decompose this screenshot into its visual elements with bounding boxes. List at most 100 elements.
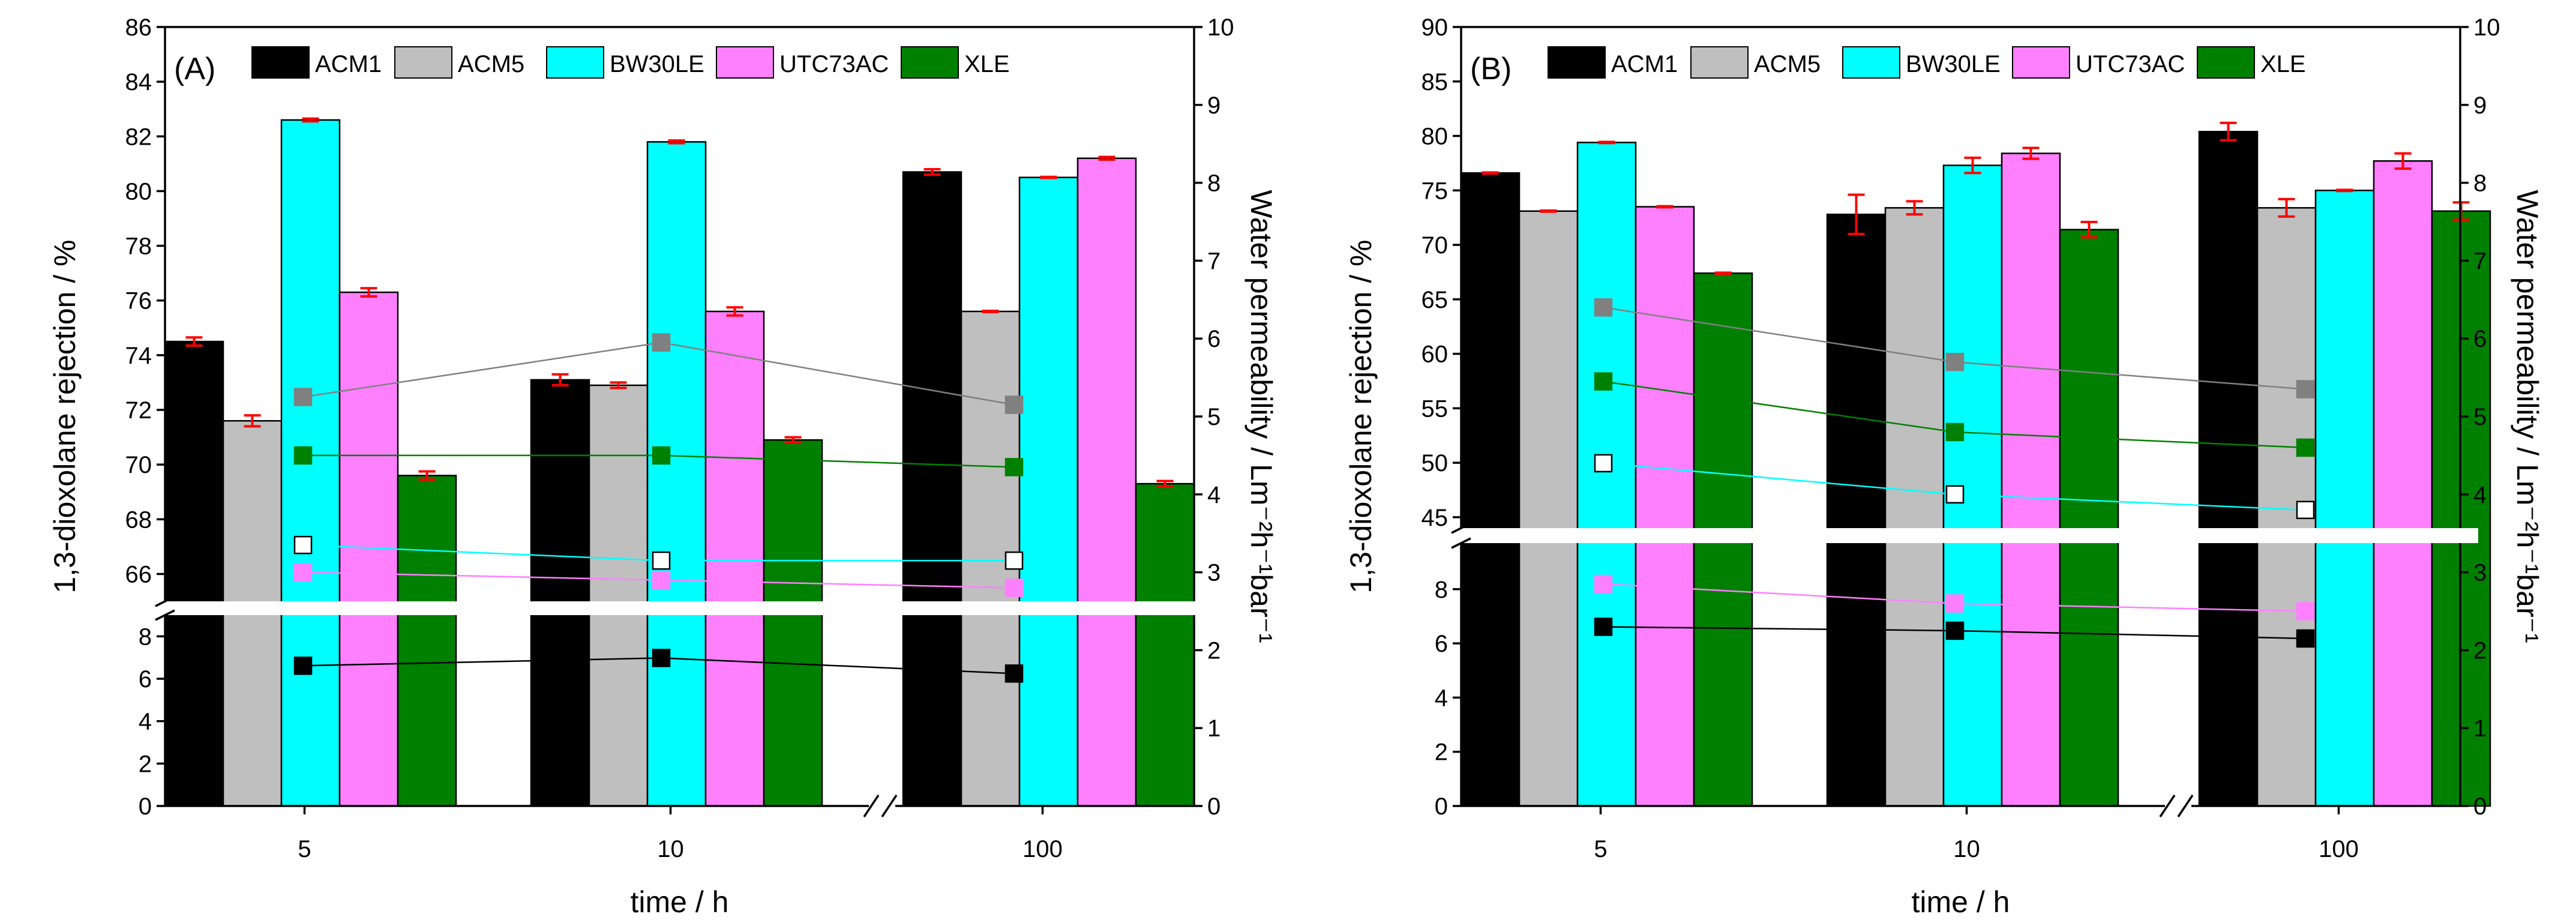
bar-utc73ac-5 [1635,206,1695,807]
legend-item-utc73ac: UTC73AC [716,46,889,79]
bar-xle-10 [763,439,823,807]
y2-tick-label: 8 [2473,170,2487,197]
bar-acm1-5 [1460,172,1521,807]
y-tick-label: 66 [125,561,152,588]
error-bar [244,414,261,428]
legend-item-xle: XLE [2197,46,2306,79]
error-bar [302,117,319,123]
y-tick-label: 90 [1422,14,1449,41]
x-tick-label: 100 [2319,836,2359,862]
error-bar [1964,156,1981,175]
y-tick-label: 68 [125,507,152,533]
x-tick-label: 100 [1022,836,1063,862]
permeability-point-xle-100 [2296,438,2315,457]
legend-swatch [1690,46,1749,79]
y-tick-label: 78 [125,233,152,260]
y2-tick-label: 0 [2473,793,2487,820]
y-tick-label: 65 [1422,287,1449,313]
legend-item-utc73ac: UTC73AC [2012,46,2185,79]
y2-tick-label: 5 [2473,404,2487,430]
bar-utc73ac-10 [2001,152,2061,807]
bar-xle-10 [2059,229,2119,807]
legend-item-acm1: ACM1 [251,46,382,79]
error-bar [1598,140,1615,145]
error-bar [1156,480,1174,488]
legend-item-acm5: ACM5 [1690,46,1821,79]
y2-tick-label: 1 [1207,715,1220,742]
y-tick-label: 0 [1435,793,1448,820]
y-tick-label: 76 [125,288,152,314]
bar-acm5-10 [1884,207,1945,807]
y2-tick-label: 9 [2473,92,2487,119]
legend-swatch [2012,46,2070,79]
legend-item-bw30le: BW30LE [546,46,704,79]
legend: ACM1 ACM5 BW30LE UTC73AC XLE [251,46,1010,79]
y-tick-label: 85 [1422,69,1449,95]
bar-acm1-100 [2198,131,2259,807]
legend-label: ACM1 [1611,51,1678,77]
legend-label: BW30LE [1906,51,2001,77]
plot-frame [164,26,1195,807]
error-bar [2080,220,2098,239]
error-bar [610,381,627,389]
legend-item-xle: XLE [901,46,1010,79]
y-tick-label: 74 [125,343,152,369]
y2-tick-label: 9 [1207,92,1220,119]
bar-acm1-100 [902,171,962,807]
x-tick-label: 5 [298,836,311,862]
permeability-point-bw30le-100 [2296,501,2315,520]
y2-tick-label: 1 [2473,715,2487,742]
y-axis-title: 1,3-dioxolane rejection / % [48,239,82,593]
bar-utc73ac-100 [2373,160,2433,807]
permeability-point-bw30le-10 [1945,485,1965,504]
permeability-point-bw30le-100 [1004,551,1024,570]
permeability-point-utc73ac-100 [2296,602,2315,621]
y2-tick-label: 10 [1207,14,1234,41]
y-tick-label: 70 [1422,232,1449,259]
error-bar [668,139,685,145]
error-bar [2394,152,2412,170]
y2-tick-label: 8 [1207,170,1220,197]
y2-tick-label: 0 [1207,793,1220,820]
y-tick-label: 80 [1422,124,1449,150]
bar-bw30le-100 [2314,190,2375,807]
axis-break-band [1443,528,2478,543]
y-tick-label: 50 [1422,450,1449,477]
legend-swatch [716,46,774,79]
permeability-point-acm5-100 [1004,395,1024,414]
permeability-point-acm5-5 [293,388,313,406]
y-tick-label: 60 [1422,341,1449,368]
y2-tick-label: 10 [2473,14,2500,41]
permeability-point-acm1-5 [293,657,313,675]
error-bar [2022,146,2040,160]
y-tick-label: 70 [125,452,152,478]
legend-swatch [394,46,452,79]
x-axis-title: time / h [1912,885,2010,919]
y2-tick-label: 3 [1207,560,1220,586]
y-tick-label: 45 [1422,505,1449,531]
error-bar [1040,175,1057,179]
bar-bw30le-10 [646,141,707,807]
y-tick-label: 84 [125,69,152,95]
chart-panel-a: 6668707274767880828486024680123456789105… [48,14,1278,919]
legend-label: UTC73AC [2076,51,2185,77]
permeability-point-xle-10 [652,446,671,465]
panel-label: (A) [174,52,215,86]
legend: ACM1 ACM5 BW30LE UTC73AC XLE [1548,46,2306,79]
permeability-point-utc73ac-5 [293,563,313,582]
legend-label: ACM5 [1754,51,1821,77]
y2-tick-label: 3 [2473,560,2487,586]
permeability-point-xle-5 [293,446,313,465]
y2-tick-label: 4 [2473,482,2487,508]
y2-axis-title: Water permeability / Lm⁻²h⁻¹bar⁻¹ [2511,190,2544,643]
permeability-point-acm1-10 [652,649,671,667]
permeability-point-bw30le-5 [1594,454,1613,473]
legend-label: BW30LE [610,51,704,77]
legend-swatch [1548,46,1606,79]
error-bar [418,470,436,481]
y2-tick-label: 7 [2473,248,2487,274]
error-bar [923,167,941,176]
error-bar [726,306,743,317]
legend-item-acm1: ACM1 [1548,46,1678,79]
